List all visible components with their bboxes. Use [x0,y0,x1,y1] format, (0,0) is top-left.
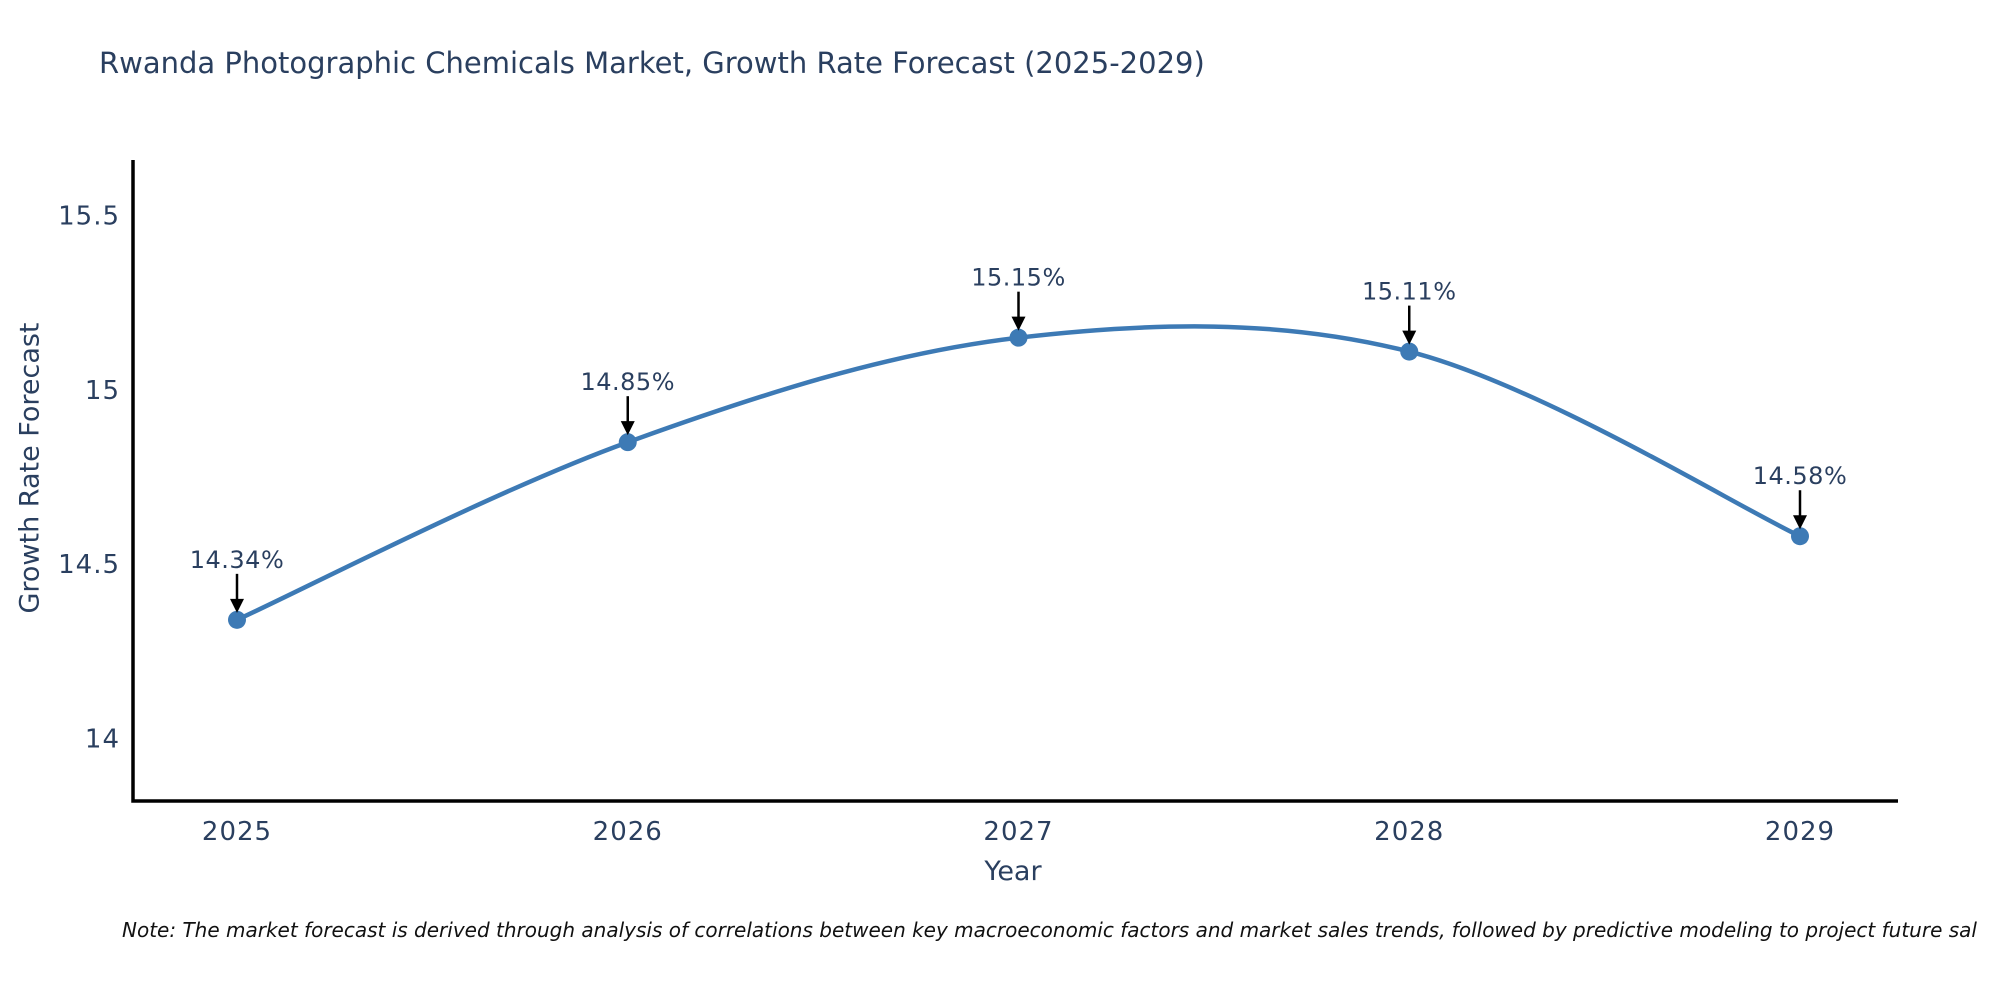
data-point-marker [1400,342,1419,361]
annotation-arrow-head-icon [1011,316,1026,331]
annotation-label: 14.34% [190,546,285,574]
x-axis-title: Year [984,856,1042,887]
y-tick-label: 15 [85,376,120,406]
x-tick-label: 2027 [983,817,1053,847]
y-tick-label: 14.5 [58,550,120,580]
y-tick-label: 15.5 [58,202,120,232]
annotation-label: 15.11% [1362,278,1457,306]
chart-title: Rwanda Photographic Chemicals Market, Gr… [99,46,1205,80]
x-tick-label: 2029 [1765,817,1835,847]
annotation-label: 14.85% [580,368,675,396]
axis-spines [131,160,1898,803]
annotation-arrow-head-icon [230,598,244,613]
data-point-marker [228,610,246,629]
x-tick-label: 2025 [202,817,272,847]
line-series [234,324,1803,623]
data-point-marker [618,433,637,452]
annotation-arrow-head-icon [620,421,635,436]
y-tick-label: 14 [85,724,120,754]
x-tick-label: 2028 [1374,817,1444,847]
data-point-marker [1009,328,1028,347]
annotation-label: 15.15% [971,264,1066,292]
footnote: Note: The market forecast is derived thr… [122,918,1977,942]
x-tick-label: 2026 [593,817,663,847]
annotation-label: 14.58% [1753,462,1848,490]
data-point-marker [1791,527,1809,546]
annotation-arrow-head-icon [1402,330,1417,345]
annotation-arrow-head-icon [1793,515,1807,530]
